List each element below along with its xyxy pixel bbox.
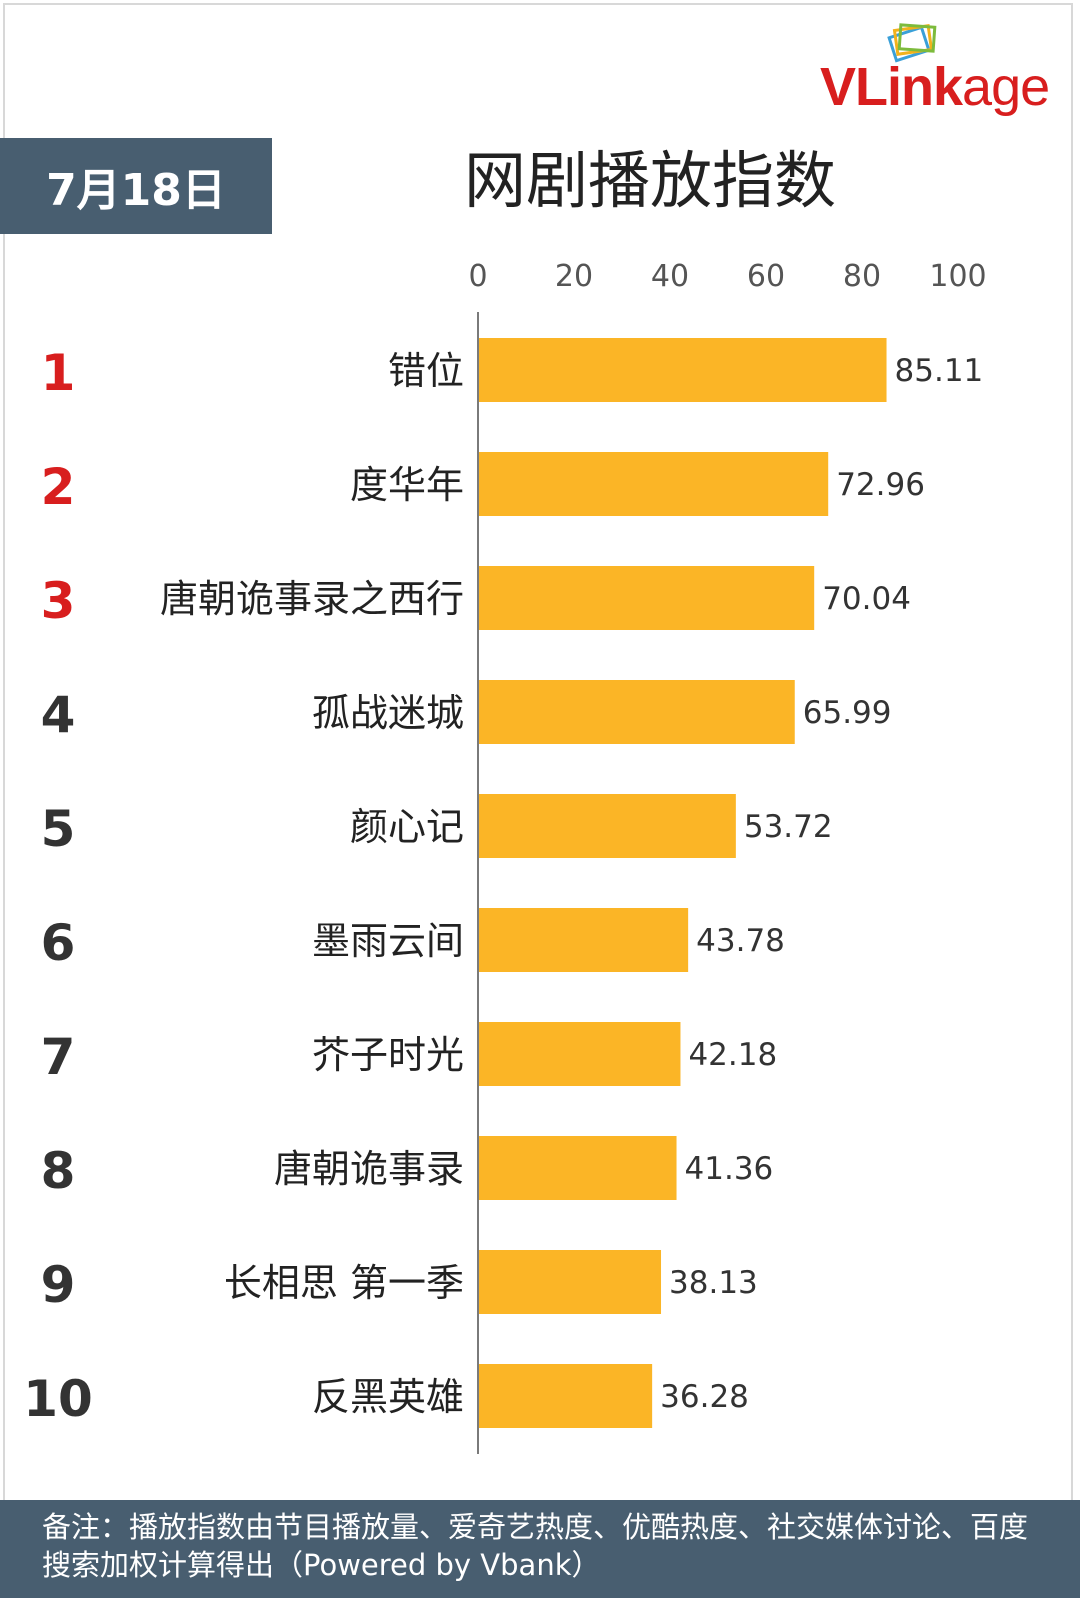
bar-chart: 0 20 40 60 80 100 85.11 错位 1 72.96 度华年 2 70.04 唐朝诡事录之… [23,259,987,1454]
value-label: 85.11 [895,353,984,389]
date-badge: 7月18日 [0,138,272,234]
logo-cards-icon [887,23,937,63]
category-label: 错位 [388,349,464,393]
category-label: 反黑英雄 [312,1375,464,1419]
rank-number: 5 [41,800,76,858]
rank-number: 9 [41,1256,76,1314]
footnote: 备注：播放指数由节目播放量、爱奇艺热度、优酷热度、社交媒体讨论、百度搜索加权计算… [0,1500,1080,1598]
value-label: 53.72 [744,809,833,845]
bar [478,1136,677,1200]
x-tick-label: 100 [929,259,986,294]
category-label: 度华年 [350,463,464,507]
value-label: 43.78 [696,923,785,959]
value-label: 70.04 [822,581,911,617]
vlinkage-logo: VLinkage [820,18,1070,118]
bar [478,680,795,744]
category-label: 芥子时光 [312,1033,464,1077]
category-label: 墨雨云间 [312,919,464,963]
bar [478,452,829,516]
value-label: 42.18 [688,1037,777,1073]
bar [478,794,736,858]
x-tick-label: 40 [651,259,689,294]
value-label: 65.99 [803,695,892,731]
bar [478,1022,681,1086]
rank-number: 2 [41,458,76,516]
rank-number: 7 [41,1028,76,1086]
bar [478,1364,653,1428]
category-label: 唐朝诡事录之西行 [160,577,464,621]
bar [478,566,815,630]
chart-title: 网剧播放指数 [463,144,836,217]
bar [478,1250,662,1314]
category-label: 长相思 第一季 [224,1261,464,1305]
value-label: 72.96 [836,467,925,503]
x-tick-label: 0 [468,259,487,294]
rank-number: 10 [23,1370,93,1428]
logo-wordmark: VLinkage [820,57,1050,117]
rank-number: 8 [41,1142,76,1200]
category-label: 唐朝诡事录 [274,1147,464,1191]
category-label: 颜心记 [350,805,464,849]
rank-number: 6 [41,914,76,972]
value-label: 38.13 [669,1265,758,1301]
category-label: 孤战迷城 [312,691,464,735]
bar [478,338,887,402]
x-tick-label: 20 [555,259,593,294]
value-label: 41.36 [685,1151,774,1187]
bar [478,908,689,972]
value-label: 36.28 [660,1379,749,1415]
x-tick-label: 80 [843,259,881,294]
rank-number: 4 [41,686,76,744]
x-tick-label: 60 [747,259,785,294]
rank-number: 3 [41,572,76,630]
rank-number: 1 [41,344,76,402]
